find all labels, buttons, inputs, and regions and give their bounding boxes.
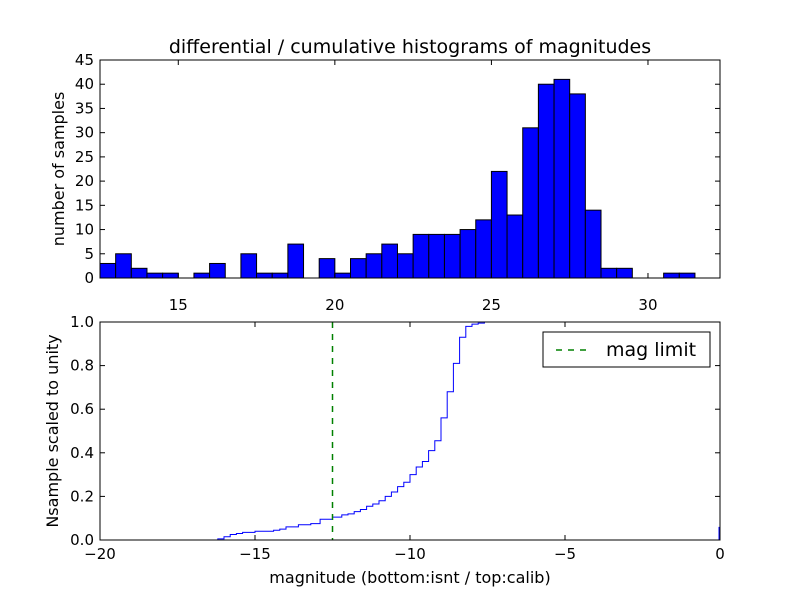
histogram-bar: [396, 253, 414, 279]
histogram-bar: [334, 272, 352, 279]
cumulative-plot-area: [99, 321, 721, 541]
histogram-bar: [193, 272, 211, 279]
cumulative-y-tick-label: 1.0: [70, 313, 94, 331]
cumulative-y-tick-label: 0.2: [70, 487, 94, 505]
histogram-y-tick-label: 10: [75, 221, 94, 239]
histogram-y-tick-label: 45: [75, 51, 94, 69]
histogram-bar: [381, 243, 398, 279]
cumulative-y-axis-label: Nsample scaled to unity: [43, 334, 62, 527]
histogram-bar: [600, 267, 618, 279]
histogram-bar: [99, 262, 117, 279]
cumulative-lines: [100, 321, 720, 541]
histogram-y-tick-label: 35: [75, 99, 94, 117]
histogram-bar: [553, 78, 571, 279]
histogram-ticks: 0 5 10 15 20 25 30 35 40 45 15 20 25 30: [75, 51, 720, 314]
histogram-bar: [475, 219, 492, 279]
histogram-y-tick-label: 15: [75, 196, 94, 214]
histogram-bar: [350, 258, 367, 279]
histogram-bar: [412, 233, 430, 279]
histogram-bar: [146, 272, 164, 279]
histogram-bars: [99, 78, 696, 279]
histogram-y-tick-label: 20: [75, 172, 94, 190]
cumulative-step-line: [100, 321, 717, 541]
cumulative-x-tick-label: −15: [239, 545, 271, 563]
histogram-bar: [678, 272, 696, 279]
histogram-y-axis-label: number of samples: [49, 92, 68, 247]
histogram-bar: [365, 253, 383, 279]
histogram-bar: [522, 127, 539, 279]
histogram-y-tick-label: 5: [84, 245, 94, 263]
histogram-bar: [240, 253, 258, 279]
histogram-bar: [663, 272, 680, 279]
histogram-x-tick-label: 30: [638, 296, 657, 314]
cumulative-chart: 0.0 0.2 0.4 0.6 0.8 1.0 −20 −15 −10 −5 0 Nsample s…: [43, 313, 725, 587]
legend-label: mag limit: [606, 339, 696, 361]
histogram-bar: [130, 267, 148, 279]
histogram-y-tick-label: 0: [84, 269, 94, 287]
histogram-bar: [318, 258, 336, 279]
histogram-x-tick-label: 20: [325, 296, 344, 314]
chart-title: differential / cumulative histograms of …: [169, 36, 651, 58]
cumulative-y-tick-label: 0.6: [70, 400, 94, 418]
histogram-bar: [287, 243, 305, 279]
histogram-bar: [209, 262, 226, 279]
histogram-y-tick-label: 30: [75, 124, 94, 142]
histogram-x-tick-label: 15: [169, 296, 188, 314]
histogram-bar: [459, 229, 477, 279]
histogram-bar: [537, 83, 555, 279]
histogram-bar: [616, 267, 633, 279]
histogram-chart: differential / cumulative histograms of …: [49, 36, 721, 314]
histogram-bar: [428, 233, 445, 279]
histogram-bar: [115, 253, 132, 279]
histogram-y-tick-label: 40: [75, 75, 94, 93]
histogram-x-tick-label: 25: [482, 296, 501, 314]
cumulative-y-tick-label: 0.4: [70, 444, 94, 462]
histogram-bar: [584, 209, 602, 279]
histogram-plot-area: [99, 59, 721, 279]
cumulative-x-tick-label: 0: [715, 545, 725, 563]
histogram-bar: [271, 272, 289, 279]
cumulative-y-tick-label: 0.8: [70, 357, 94, 375]
histogram-bar: [162, 272, 179, 279]
histogram-bar: [490, 170, 508, 279]
cumulative-y-tick-label: 0.0: [70, 531, 94, 549]
cumulative-x-tick-label: −20: [84, 545, 116, 563]
legend: mag limit: [542, 331, 711, 368]
histogram-y-tick-label: 25: [75, 148, 94, 166]
cumulative-x-tick-label: −5: [554, 545, 576, 563]
histogram-bar: [506, 214, 524, 279]
histogram-bar: [569, 93, 586, 279]
cumulative-x-tick-label: −10: [394, 545, 426, 563]
histogram-bar: [256, 272, 273, 279]
cumulative-x-axis-label: magnitude (bottom:isnt / top:calib): [269, 568, 550, 587]
histogram-bar: [443, 233, 461, 279]
